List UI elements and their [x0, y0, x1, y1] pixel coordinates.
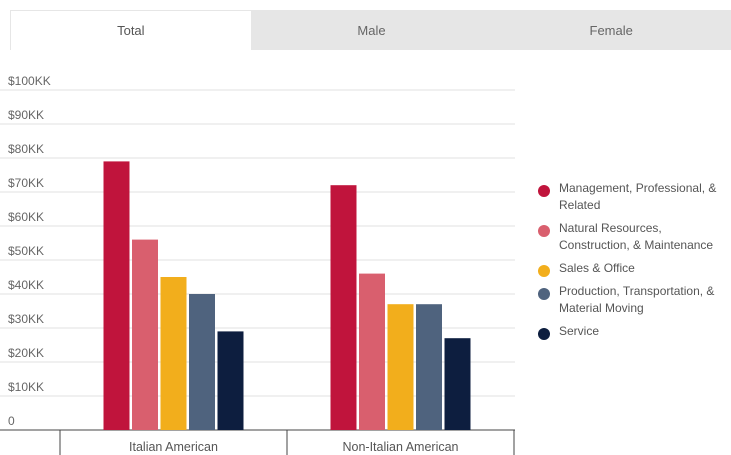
bar: [416, 304, 442, 430]
y-tick-label: $50KK: [8, 244, 44, 258]
y-tick-label: $80KK: [8, 142, 44, 156]
tab-bar: Total Male Female: [10, 10, 731, 50]
bar: [103, 161, 130, 430]
y-tick-label: $60KK: [8, 210, 44, 224]
legend-swatch: [538, 185, 550, 197]
y-tick-label: $40KK: [8, 278, 44, 292]
bar: [359, 273, 385, 430]
bar: [444, 338, 471, 430]
legend-item[interactable]: Natural Resources, Construction, & Maint…: [538, 220, 731, 254]
y-tick-label: $90KK: [8, 108, 44, 122]
y-tick-label: $10KK: [8, 380, 44, 394]
legend: Management, Professional, & Related Natur…: [538, 180, 731, 346]
tab-total[interactable]: Total: [10, 10, 252, 50]
legend-swatch: [538, 288, 550, 300]
bar: [189, 294, 215, 430]
tab-male[interactable]: Male: [251, 10, 492, 50]
legend-label: Production, Transportation, & Material M…: [559, 284, 715, 315]
bar: [217, 331, 244, 430]
y-tick-label: $70KK: [8, 176, 44, 190]
legend-item[interactable]: Management, Professional, & Related: [538, 180, 731, 214]
legend-swatch: [538, 328, 550, 340]
legend-item[interactable]: Service: [538, 323, 731, 340]
legend-label: Service: [559, 324, 600, 338]
bar: [132, 239, 158, 430]
x-tick-label: Italian American: [129, 440, 218, 454]
legend-item[interactable]: Production, Transportation, & Material M…: [538, 283, 731, 317]
legend-label: Sales & Office: [559, 261, 635, 275]
tab-female[interactable]: Female: [491, 10, 731, 50]
y-tick-label: $100KK: [8, 74, 51, 88]
legend-item[interactable]: Sales & Office: [538, 260, 731, 277]
legend-label: Management, Professional, & Related: [559, 181, 717, 212]
legend-swatch: [538, 225, 550, 237]
legend-swatch: [538, 265, 550, 277]
y-tick-label: $20KK: [8, 346, 44, 360]
y-tick-label: $30KK: [8, 312, 44, 326]
legend-label: Natural Resources, Construction, & Maint…: [559, 221, 714, 252]
x-tick-label: Non-Italian American: [342, 440, 458, 454]
bar: [387, 304, 414, 430]
y-tick-label: 0: [8, 414, 15, 428]
bar: [330, 185, 357, 430]
bar: [160, 277, 187, 430]
